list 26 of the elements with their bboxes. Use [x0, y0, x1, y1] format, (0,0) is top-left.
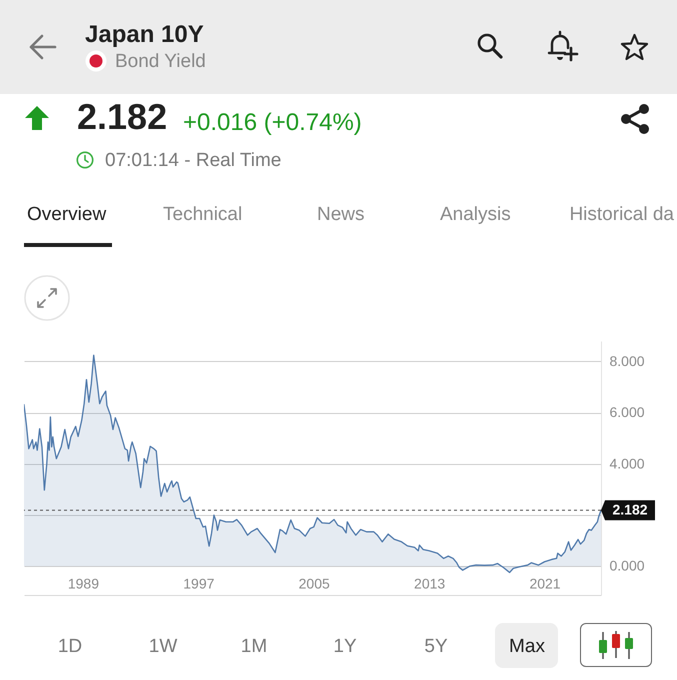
- text: 5Y: [424, 634, 448, 658]
- chart-title: Japan 10Y: [85, 20, 204, 48]
- y-tick-label: 8.000: [610, 352, 645, 369]
- y-tick-label: 4.000: [610, 455, 645, 472]
- text: 1W: [148, 634, 178, 658]
- text: 1M: [240, 634, 268, 658]
- x-tick-label: 1997: [183, 576, 215, 592]
- y-tick-label: 0.000: [610, 558, 645, 574]
- text: 2.182: [77, 94, 168, 138]
- text: Historical da: [569, 202, 674, 226]
- text: 07:01:14 - Real Time: [105, 148, 282, 172]
- text: Max: [509, 634, 545, 658]
- text: Analysis: [440, 202, 511, 226]
- x-tick-label: 2021: [529, 576, 561, 592]
- x-tick-label: 2005: [298, 576, 330, 592]
- chart-subtitle: Bond Yield: [115, 50, 206, 72]
- x-tick-label: 2013: [414, 576, 446, 592]
- x-tick-label: 1989: [68, 576, 100, 592]
- text: Technical: [163, 202, 242, 226]
- ref-line-label: 2.182: [612, 501, 648, 518]
- text: Overview: [27, 202, 106, 226]
- y-tick-label: 6.000: [610, 404, 645, 420]
- text: 1Y: [333, 634, 357, 658]
- text: 1D: [58, 634, 82, 658]
- text: +0.016 (+0.74%): [183, 108, 362, 136]
- text: News: [317, 202, 365, 226]
